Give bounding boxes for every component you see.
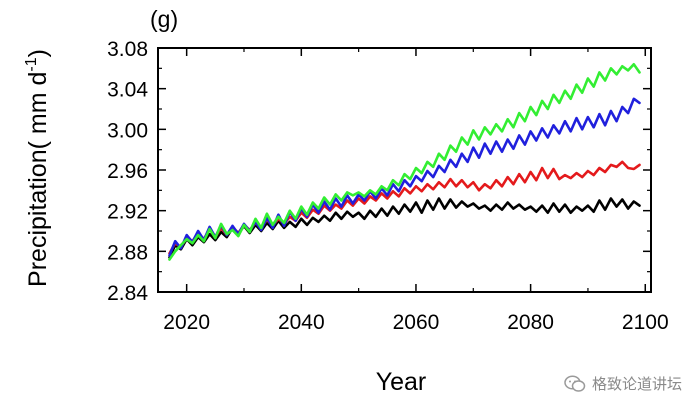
x-tick-label: 2080 <box>507 311 554 334</box>
x-tick-label: 2020 <box>163 311 210 334</box>
y-tick-label: 2.92 <box>107 201 148 224</box>
svg-text:Precipitation( mm d-1): Precipitation( mm d-1) <box>23 49 52 287</box>
x-axis-title: Year <box>376 368 427 396</box>
y-tick-label: 3.08 <box>107 38 148 61</box>
x-tick-label: 2100 <box>622 311 669 334</box>
y-axis-title: Precipitation( mm d-1) <box>23 49 52 287</box>
watermark-text: 格致论道讲坛 <box>591 375 682 393</box>
y-tick-label: 2.96 <box>107 160 148 183</box>
y-tick-label: 3.00 <box>107 119 148 142</box>
y-axis-title-close: ) <box>24 49 52 57</box>
series-line-1 <box>168 197 641 259</box>
y-tick-label: 2.84 <box>107 282 148 305</box>
plot-frame <box>157 47 652 293</box>
wechat-icon <box>564 374 586 392</box>
watermark: 格致论道讲坛 <box>564 373 682 394</box>
y-tick-label: 2.88 <box>107 241 148 264</box>
x-tick-label: 2060 <box>393 311 440 334</box>
y-axis-title-text: Precipitation( mm d <box>24 72 52 287</box>
y-axis-title-superscript: -1 <box>23 57 40 71</box>
panel-label: (g) <box>150 6 178 32</box>
x-tick-label: 2040 <box>278 311 325 334</box>
series-line-4 <box>168 63 641 261</box>
y-tick-label: 3.04 <box>107 79 148 102</box>
